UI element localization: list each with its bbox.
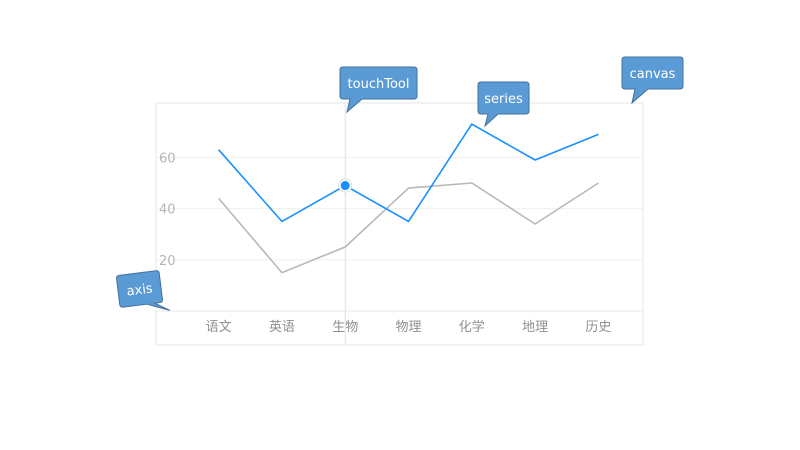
touch-point-marker[interactable] bbox=[338, 178, 353, 193]
x-tick-label: 物理 bbox=[395, 320, 421, 335]
x-tick-label: 语文 bbox=[206, 320, 232, 335]
canvas-frame bbox=[155, 102, 644, 346]
callout-axis: axis bbox=[116, 270, 171, 311]
series-line-1 bbox=[218, 123, 599, 223]
callout-canvas-shape bbox=[621, 56, 684, 105]
callout-series-shape bbox=[477, 81, 530, 128]
callout-canvas-text: canvas bbox=[630, 67, 676, 82]
callout-touchtool-shape bbox=[339, 66, 418, 114]
y-tick-label: 60 bbox=[159, 151, 176, 166]
y-axis-ticks: 20 40 60 bbox=[159, 151, 176, 268]
series-line-2 bbox=[217, 182, 599, 274]
callout-series-text: series bbox=[484, 92, 523, 107]
series-lines bbox=[217, 123, 599, 274]
y-tick-label: 40 bbox=[159, 203, 176, 218]
callout-axis-text: axis bbox=[126, 281, 154, 299]
callout-touchtool: touchTool bbox=[339, 66, 418, 114]
callout-axis-shape bbox=[116, 270, 171, 311]
y-tick-label: 20 bbox=[159, 254, 176, 269]
x-tick-label: 化学 bbox=[459, 319, 485, 335]
x-tick-label: 英语 bbox=[269, 320, 295, 335]
callout-touchtool-text: touchTool bbox=[348, 77, 410, 92]
callout-canvas: canvas bbox=[621, 56, 684, 105]
x-tick-label: 地理 bbox=[522, 320, 548, 335]
touch-point-dot bbox=[340, 181, 350, 191]
callout-series: series bbox=[477, 81, 530, 128]
grid-lines bbox=[156, 156, 643, 312]
x-tick-label: 历史 bbox=[585, 320, 611, 335]
